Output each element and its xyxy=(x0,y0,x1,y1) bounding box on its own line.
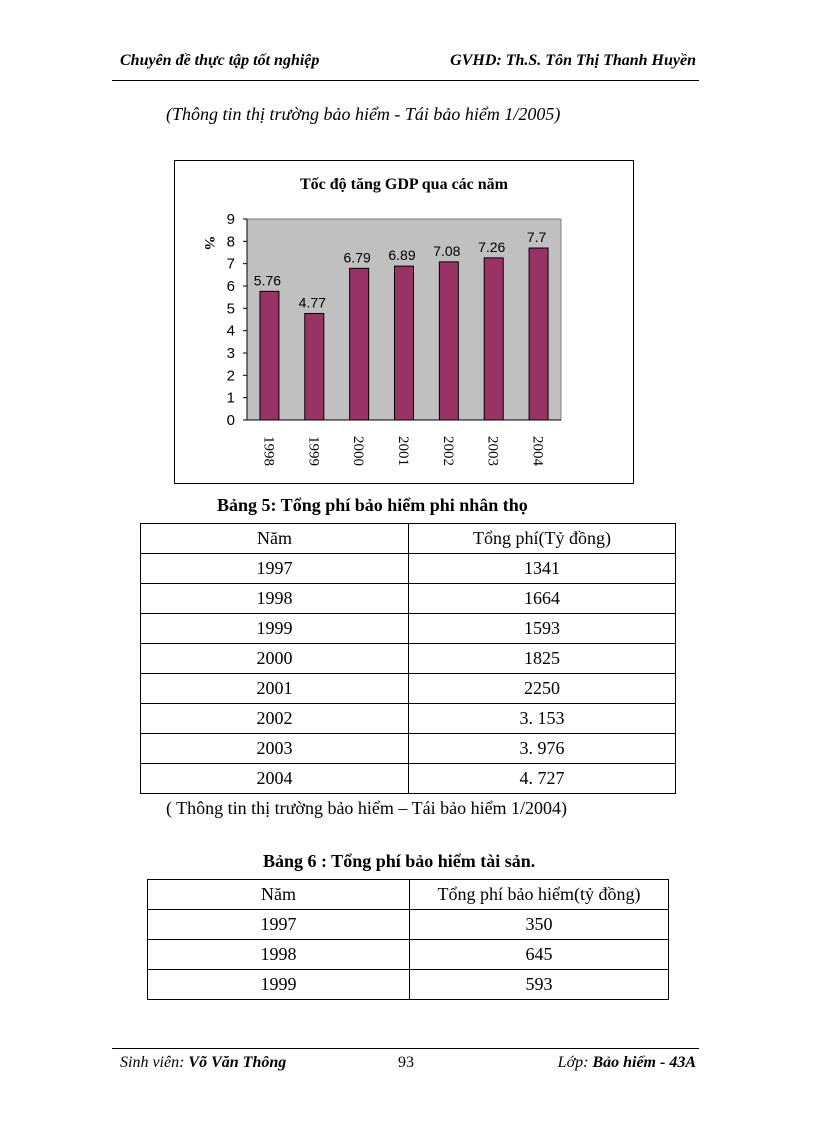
table-cell: 2001 xyxy=(140,673,409,704)
table-cell: 3. 153 xyxy=(408,703,676,734)
chart-title: Tốc độ tăng GDP qua các năm xyxy=(300,176,509,193)
y-tick-label: 3 xyxy=(227,345,235,362)
data-label: 4.77 xyxy=(299,294,326,310)
y-tick-label: 2 xyxy=(227,367,235,384)
x-tick-label: 1998 xyxy=(260,436,276,466)
x-tick-label: 1999 xyxy=(305,436,321,466)
x-tick-label: 2002 xyxy=(440,436,456,466)
table-row: 2002 3. 153 xyxy=(140,703,676,734)
y-tick-label: 1 xyxy=(227,390,235,407)
y-tick-label: 6 xyxy=(227,278,235,295)
gdp-chart-frame: Tốc độ tăng GDP qua các năm 0 1 2 3 4 5 6 7 8 9% 5… xyxy=(174,160,634,484)
table-cell: 1593 xyxy=(408,613,676,644)
x-tick-label: 2004 xyxy=(530,436,546,467)
y-tick-label: 4 xyxy=(227,323,235,340)
table-cell: 2002 xyxy=(140,703,409,734)
table5-header-cell: Năm xyxy=(140,523,409,554)
data-label: 5.76 xyxy=(254,272,281,288)
table-row: 1999 1593 xyxy=(140,613,676,644)
table6-header-cell: Tổng phí bảo hiểm(tỷ đồng) xyxy=(409,879,669,910)
y-tick-label: 0 xyxy=(227,412,235,429)
table-cell: 4. 727 xyxy=(408,763,676,794)
table-cell: 593 xyxy=(409,969,669,1000)
header-left: Chuyên đề thực tập tốt nghiệp xyxy=(120,52,320,69)
x-tick-label: 2000 xyxy=(350,436,366,466)
footer-student: Sinh viên: Võ Văn Thông xyxy=(120,1054,286,1072)
table-row: 1999 593 xyxy=(147,969,669,1000)
data-label: 6.89 xyxy=(388,247,415,263)
table5-caption: Bảng 5: Tổng phí bảo hiểm phi nhân thọ xyxy=(217,495,528,515)
table-row: 1997 350 xyxy=(147,909,669,940)
data-label: 6.79 xyxy=(344,249,371,265)
table-row: 1998 1664 xyxy=(140,583,676,614)
y-tick-label: 8 xyxy=(227,233,235,250)
y-axis-label: % xyxy=(201,236,217,251)
source-note-top: (Thông tin thị trường bảo hiểm - Tái bảo… xyxy=(166,104,561,124)
x-tick-label: 2003 xyxy=(485,436,501,466)
table-cell: 1825 xyxy=(408,643,676,674)
table-cell: 2250 xyxy=(408,673,676,704)
table6-header-row: Năm Tổng phí bảo hiểm(tỷ đồng) xyxy=(147,879,669,910)
bar xyxy=(483,257,504,421)
source-note-mid: ( Thông tin thị trường bảo hiểm – Tái bả… xyxy=(166,798,568,818)
table-row: 1997 1341 xyxy=(140,553,676,584)
footer-student-label: Sinh viên: xyxy=(120,1054,185,1071)
y-tick-label: 5 xyxy=(227,300,235,317)
footer-student-name: Võ Văn Thông xyxy=(188,1054,287,1071)
table-cell: 1998 xyxy=(140,583,409,614)
footer-rule xyxy=(112,1048,699,1049)
bar xyxy=(438,261,459,421)
bar xyxy=(528,247,549,421)
footer-class: Lớp: Bảo hiểm - 43A xyxy=(558,1054,696,1072)
bar xyxy=(259,290,280,421)
data-label: 7.7 xyxy=(527,229,547,245)
table5-header-cell: Tổng phí(Tỷ đồng) xyxy=(408,523,676,554)
header-right: GVHD: Th.S. Tôn Thị Thanh Huyền xyxy=(450,52,696,69)
table-row: 2004 4. 727 xyxy=(140,763,676,794)
table5: Năm Tổng phí(Tỷ đồng) 1997 1341 1998 1664 1999… xyxy=(140,523,676,794)
bar xyxy=(394,265,414,421)
table-cell: 1999 xyxy=(140,613,409,644)
table6-header-cell: Năm xyxy=(147,879,410,910)
table-cell: 350 xyxy=(409,909,669,940)
table-cell: 2000 xyxy=(140,643,409,674)
table-row: 2003 3. 976 xyxy=(140,733,676,764)
footer-class-label: Lớp: xyxy=(557,1054,589,1071)
table-row: 2001 2250 xyxy=(140,673,676,704)
x-tick-label: 2001 xyxy=(395,436,411,466)
table-cell: 1341 xyxy=(408,553,676,584)
table-cell: 3. 976 xyxy=(408,733,676,764)
table6: Năm Tổng phí bảo hiểm(tỷ đồng) 1997 350 1998… xyxy=(147,879,669,1000)
header-rule xyxy=(112,80,699,81)
table6-caption: Bảng 6 : Tổng phí bảo hiểm tài sản. xyxy=(263,851,536,871)
bar xyxy=(349,267,370,421)
data-label: 7.08 xyxy=(433,243,460,259)
table-cell: 1997 xyxy=(140,553,409,584)
footer-class-name: Bảo hiểm - 43A xyxy=(592,1054,696,1071)
table5-header-row: Năm Tổng phí(Tỷ đồng) xyxy=(140,523,676,554)
bar xyxy=(304,312,325,421)
page-number: 93 xyxy=(398,1054,414,1071)
table-row: 2000 1825 xyxy=(140,643,676,674)
table-cell: 1997 xyxy=(147,909,410,940)
table-cell: 645 xyxy=(409,939,669,970)
table-row: 1998 645 xyxy=(147,939,669,970)
y-tick-label: 7 xyxy=(227,256,235,273)
table-cell: 1999 xyxy=(147,969,410,1000)
table-cell: 1998 xyxy=(147,939,410,970)
table-cell: 1664 xyxy=(408,583,676,614)
y-tick-label: 9 xyxy=(227,211,235,228)
table-cell: 2003 xyxy=(140,733,409,764)
data-label: 7.26 xyxy=(478,239,505,255)
table-cell: 2004 xyxy=(140,763,409,794)
gdp-chart: Tốc độ tăng GDP qua các năm 0 1 2 3 4 5 6 7 8 9% 5… xyxy=(201,176,562,467)
